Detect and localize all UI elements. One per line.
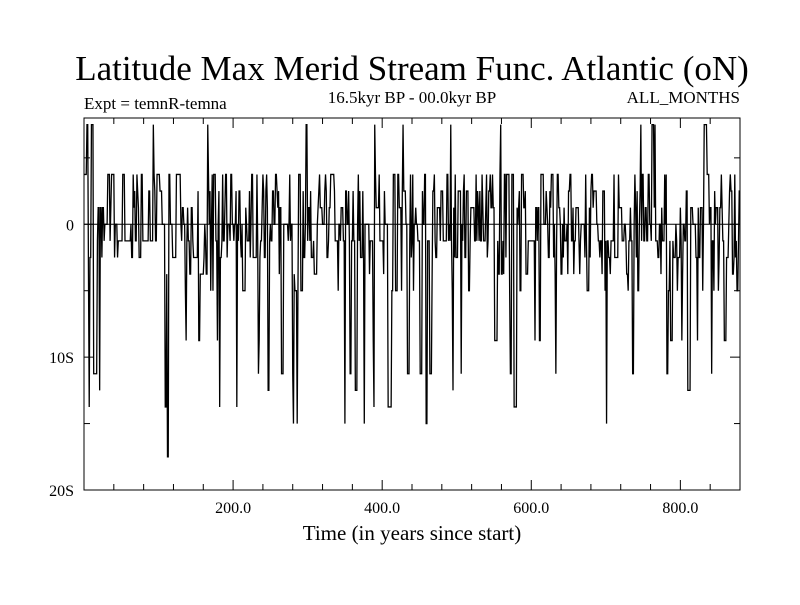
time-range-label: 16.5kyr BP - 00.0kyr BP [328,88,496,107]
series-line [84,123,740,458]
months-label: ALL_MONTHS [627,88,740,107]
x-tick-label: 800.0 [662,500,698,517]
x-axis: 200.0 400.0 600.0 800.0 [113,118,711,517]
y-tick-label: 20S [49,483,74,500]
x-tick-label: 400.0 [364,500,400,517]
x-tick-label: 600.0 [513,500,549,517]
experiment-label: Expt = temnR-temna [84,94,227,113]
chart-title: Latitude Max Merid Stream Func. Atlantic… [75,49,749,88]
y-tick-label: 10S [49,350,74,367]
y-axis: 0 10S 20S [49,157,740,500]
x-tick-label: 200.0 [215,500,251,517]
x-axis-title: Time (in years since start) [303,521,522,545]
y-tick-label: 0 [66,217,74,234]
